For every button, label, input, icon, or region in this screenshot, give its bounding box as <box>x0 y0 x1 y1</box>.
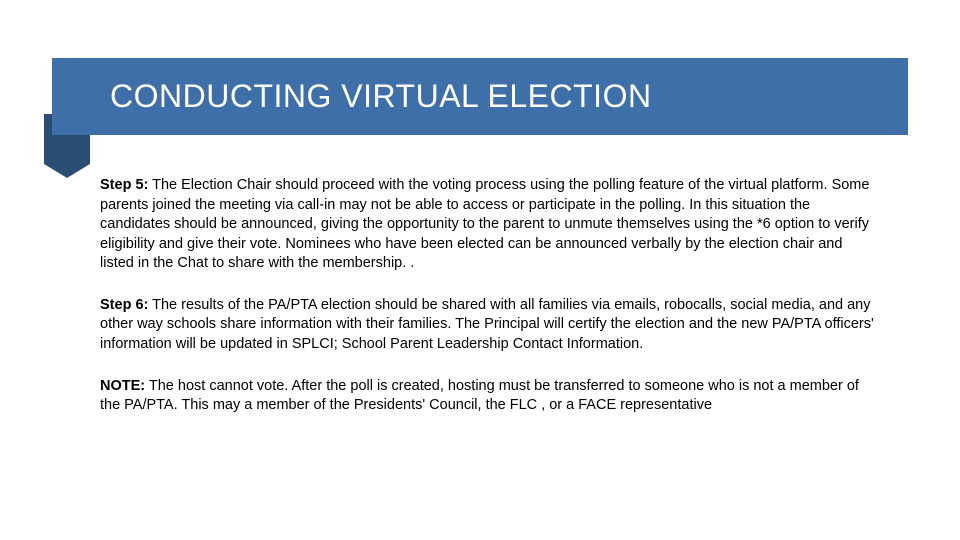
note-text: The host cannot vote. After the poll is … <box>100 378 859 414</box>
slide-body: Step 5: The Election Chair should procee… <box>100 176 880 438</box>
step-5-label: Step 5: <box>100 177 148 193</box>
step-6-label: Step 6: <box>100 297 148 313</box>
step-5-text: The Election Chair should proceed with t… <box>100 177 869 271</box>
step-6: Step 6: The results of the PA/PTA electi… <box>100 296 880 355</box>
note: NOTE: The host cannot vote. After the po… <box>100 377 880 416</box>
step-5: Step 5: The Election Chair should procee… <box>100 176 880 274</box>
title-banner: CONDUCTING VIRTUAL ELECTION <box>52 58 908 135</box>
note-label: NOTE: <box>100 378 145 394</box>
slide-title: CONDUCTING VIRTUAL ELECTION <box>52 58 908 135</box>
step-6-text: The results of the PA/PTA election shoul… <box>100 297 874 352</box>
